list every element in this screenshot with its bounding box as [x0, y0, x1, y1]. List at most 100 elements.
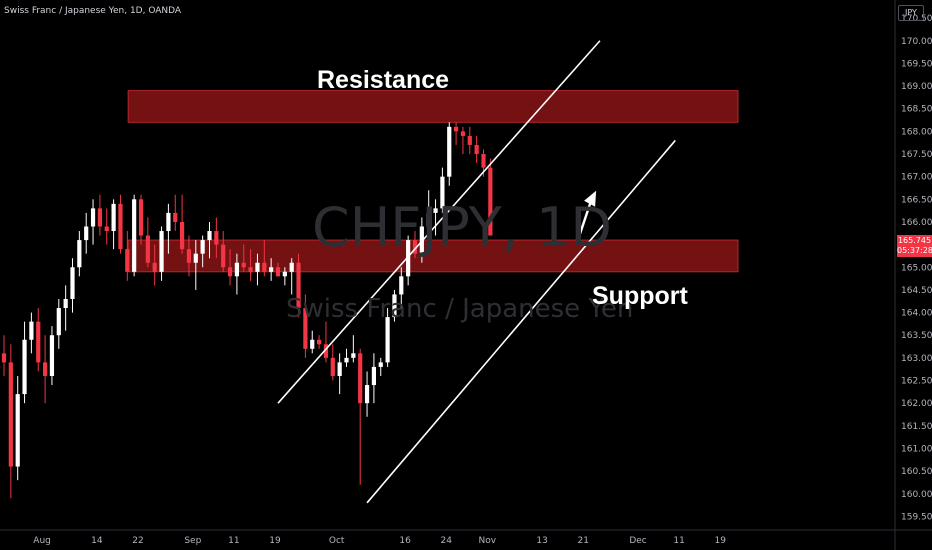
resistance-label: Resistance [317, 66, 450, 94]
candle-body [282, 271, 287, 277]
x-tick-label: 24 [441, 536, 453, 546]
candle-body [255, 262, 260, 272]
candle-body [269, 267, 274, 272]
channel-line [277, 40, 601, 404]
candle-body [63, 298, 68, 309]
candle-body [49, 335, 55, 376]
candle-body [166, 212, 171, 232]
candle-body [221, 244, 226, 268]
candle-body [111, 203, 116, 232]
candle-body [467, 135, 472, 145]
zones-layer [127, 90, 739, 273]
candle-body [132, 199, 137, 272]
candle-body [399, 276, 404, 295]
currency-badge[interactable]: JPY [898, 5, 924, 21]
y-tick-label: 170.000 [901, 37, 932, 47]
y-tick-label: 169.500 [901, 59, 932, 69]
x-tick-label: Sep [184, 536, 201, 546]
candle-body [317, 339, 322, 345]
candle-body [180, 221, 185, 250]
y-tick-label: 166.500 [901, 195, 932, 205]
y-tick-label: 169.000 [901, 82, 932, 92]
x-tick-label: 11 [673, 536, 684, 546]
candle-body [29, 321, 34, 340]
candle-body [392, 294, 397, 318]
candle-body [15, 394, 20, 467]
wicks-layer [3, 122, 491, 499]
y-tick-label: 166.000 [901, 218, 932, 228]
candle-body [152, 262, 157, 272]
candle-body [364, 385, 370, 404]
y-tick-label: 162.500 [901, 377, 932, 387]
candle-body [323, 344, 329, 358]
candle-body [207, 231, 212, 241]
candle-body [344, 357, 349, 363]
candle-body [481, 154, 486, 168]
x-tick-label: 13 [536, 536, 547, 546]
y-tick-label: 167.500 [901, 150, 932, 160]
candle-body [77, 240, 82, 268]
zone-resistance [127, 90, 739, 123]
channel-lines [277, 40, 676, 504]
candle-body [1, 353, 7, 363]
candle-body [310, 339, 315, 349]
chart-title: Swiss Franc / Japanese Yen, 1D, OANDA [4, 6, 182, 16]
channel-line [366, 139, 676, 504]
candle-body [330, 357, 335, 376]
candle-body [248, 267, 253, 272]
x-tick-label: 22 [132, 536, 143, 546]
candle-body [70, 267, 75, 299]
bar-countdown: 05:37:28 [897, 246, 932, 255]
x-tick-label: Oct [329, 536, 345, 546]
bodies-layer [1, 126, 493, 467]
candle-body [488, 167, 493, 236]
zone-support [127, 239, 739, 273]
last-price-tag: 165.745 05:37:28 [897, 235, 932, 257]
candle-body [337, 362, 342, 376]
candle-body [289, 262, 294, 272]
candle-body [371, 366, 376, 386]
x-tick-label: 19 [715, 536, 727, 546]
candle-body [426, 212, 431, 227]
y-tick-label: 162.000 [901, 399, 932, 409]
y-tick-label: 163.500 [901, 331, 932, 341]
candle-body [351, 353, 356, 358]
candle-body [275, 267, 281, 277]
candle-body [90, 208, 96, 227]
x-tick-label: Nov [479, 536, 497, 546]
x-tick-label: 19 [269, 536, 281, 546]
candle-body [97, 208, 102, 227]
arrow-head [584, 190, 597, 207]
candle-body [193, 253, 198, 263]
x-tick-label: 14 [91, 536, 103, 546]
last-price: 165.745 [897, 236, 932, 245]
candle-body [125, 249, 130, 272]
candle-body [36, 321, 41, 363]
candle-body [234, 262, 239, 277]
candle-body [241, 262, 246, 268]
candle-body [447, 126, 452, 177]
candle-body [385, 317, 390, 363]
candle-body [145, 235, 150, 263]
candle-body [378, 362, 383, 367]
candle-body [406, 240, 411, 277]
candle-body [138, 199, 144, 236]
candle-body [227, 267, 233, 277]
candle-body [358, 353, 363, 404]
candle-body [296, 262, 301, 309]
candle-body [84, 226, 89, 241]
time-axis[interactable]: Aug 14 22 Sep 11 19 Oct 16 24 Nov 13 21 Dec 11 19 [0, 529, 932, 546]
arrow-shaft [578, 200, 593, 236]
price-axis[interactable]: 159.500 160.000 160.500 161.000 161.500 162.0… [894, 0, 932, 550]
support-label: Support [592, 282, 688, 310]
y-tick-label: 163.000 [901, 354, 932, 364]
candle-body [186, 249, 192, 263]
x-tick-label: 16 [399, 536, 411, 546]
candle-body [303, 308, 308, 349]
y-tick-label: 167.000 [901, 173, 932, 183]
candle-body [454, 126, 459, 132]
candle-body [412, 240, 418, 254]
y-tick-label: 160.500 [901, 467, 932, 477]
candle-body [200, 240, 205, 254]
